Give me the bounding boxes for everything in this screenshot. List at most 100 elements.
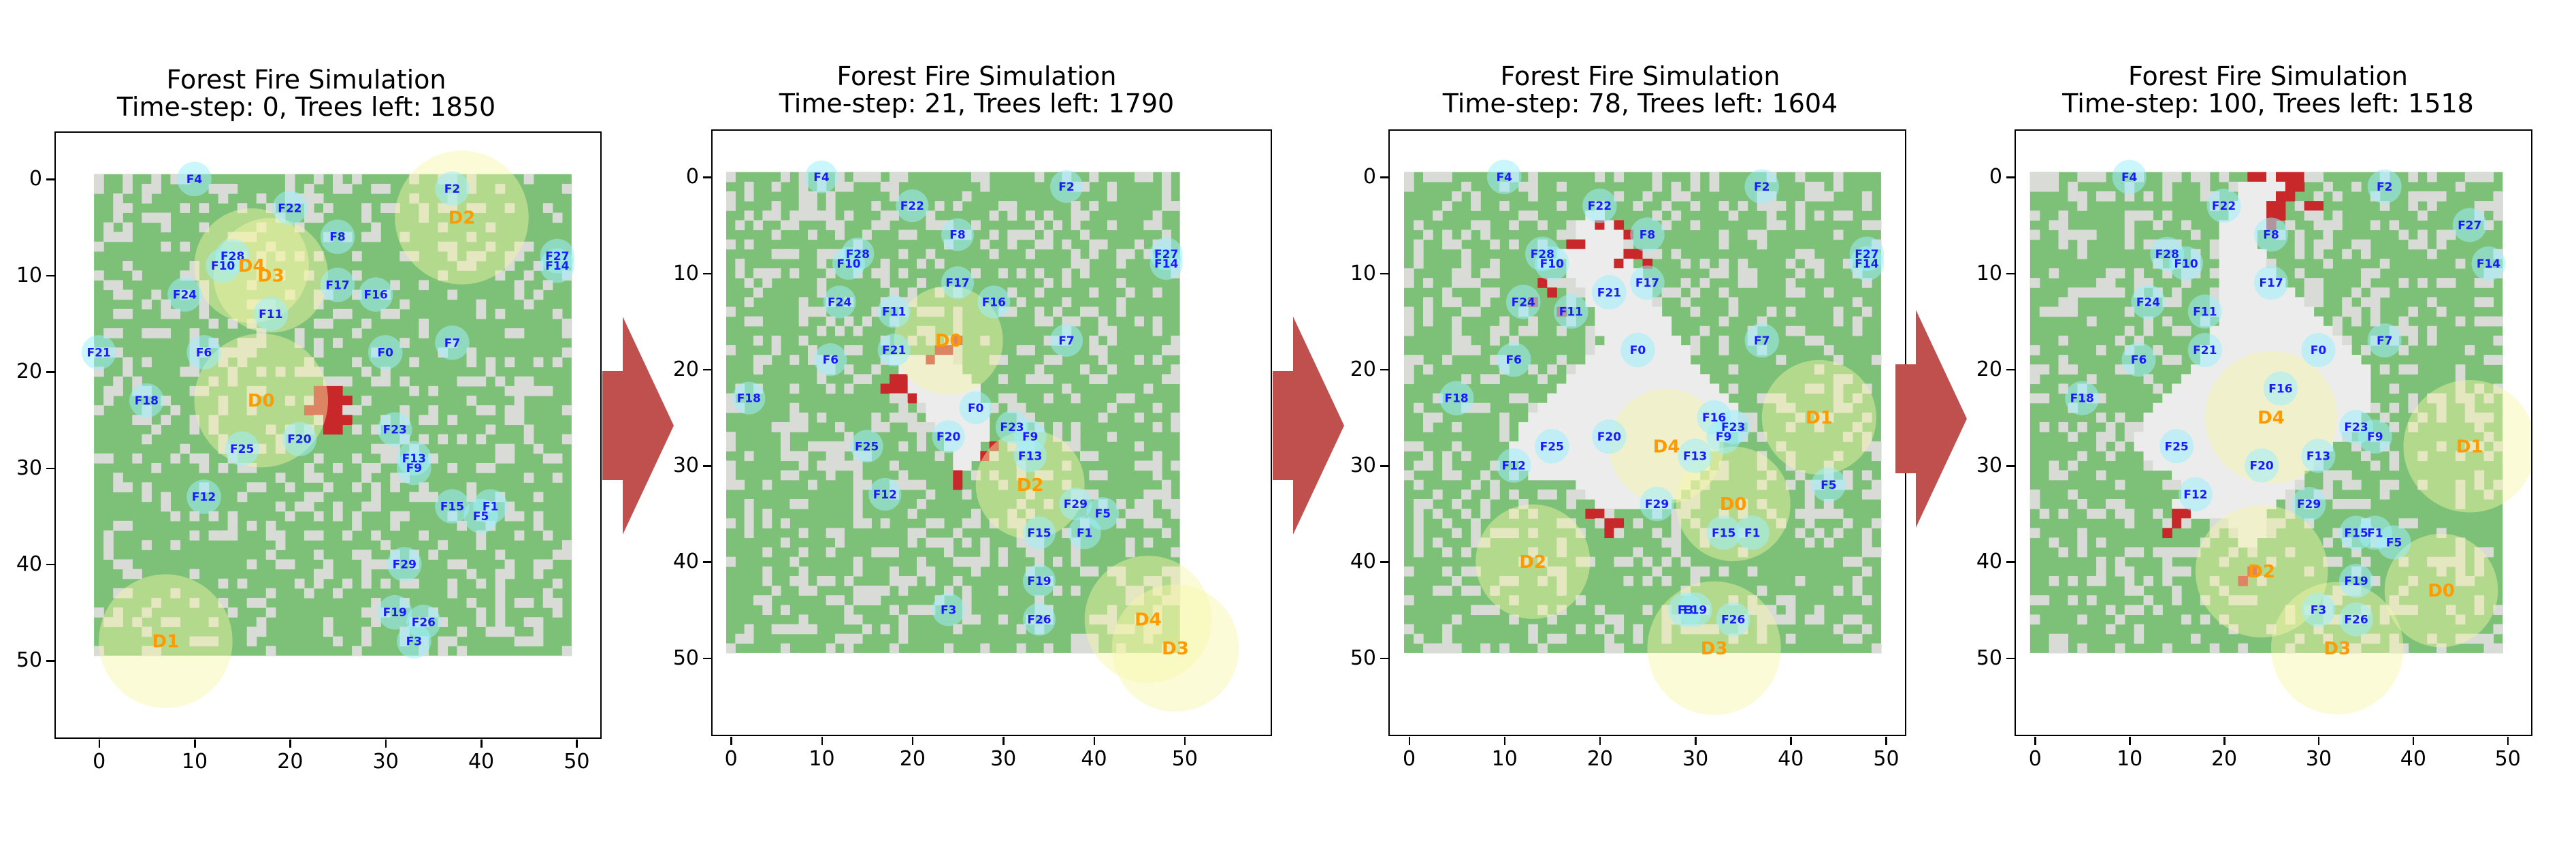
empty-cell [726, 306, 736, 317]
empty-cell [762, 595, 772, 605]
empty-cell [123, 366, 133, 377]
empty-cell [817, 258, 827, 269]
burnt-cell [2153, 412, 2163, 423]
burnt-cell [2219, 258, 2230, 269]
empty-cell [1861, 441, 1872, 451]
empty-cell [817, 460, 827, 471]
empty-cell [2087, 509, 2097, 519]
empty-cell [523, 385, 534, 396]
empty-cell [2464, 393, 2475, 404]
empty-cell [304, 366, 314, 377]
burnt-cell [2219, 489, 2230, 500]
empty-cell [1414, 479, 1424, 490]
y-tick-label: 20 [1976, 357, 2002, 381]
burnt-cell [2304, 364, 2315, 375]
firefighter-halo [1535, 246, 1569, 281]
empty-cell [2219, 518, 2230, 528]
burnt-cell [1633, 479, 1644, 490]
firefighter-label: F5 [1821, 479, 1836, 492]
burnt-cell [2190, 364, 2201, 375]
empty-cell [2408, 422, 2418, 432]
burnt-cell [2247, 528, 2257, 539]
burnt-cell [2238, 489, 2248, 500]
empty-cell [2370, 220, 2381, 231]
empty-cell [744, 451, 754, 462]
empty-cell [218, 578, 229, 589]
empty-cell [2464, 441, 2475, 451]
burnt-cell [2342, 374, 2352, 385]
empty-cell [771, 345, 781, 355]
fire-cell [2285, 191, 2296, 202]
firefighter-label: F3 [2311, 603, 2326, 617]
x-tick-label: 20 [1586, 747, 1613, 771]
burnt-cell [1671, 383, 1682, 394]
plot-area: F4 F2 F22 F27 F14 F8 F28 F10 F17 F16 F24 F11 F7 F6 F21… [711, 129, 1272, 736]
empty-cell [1461, 547, 1471, 558]
drone-label: D3 [2324, 639, 2351, 659]
firefighter-halo [2245, 448, 2279, 483]
empty-cell [2389, 402, 2400, 413]
burnt-cell [1585, 258, 1595, 269]
burnt-cell [962, 383, 972, 394]
burnt-cell [2360, 364, 2371, 375]
firefighter-label: F12 [873, 488, 897, 502]
empty-cell [2124, 432, 2135, 442]
firefighter-label: F16 [1702, 411, 1726, 425]
empty-cell [853, 460, 863, 471]
x-tick-label: 50 [1873, 747, 1900, 771]
empty-cell [971, 509, 981, 519]
firefighter-label: F26 [1721, 614, 1745, 627]
burnt-cell [2351, 364, 2362, 375]
firefighter-label: F24 [2136, 296, 2160, 309]
empty-cell [476, 540, 487, 550]
firefighter-halo [1592, 275, 1627, 310]
burnt-cell [2228, 451, 2239, 462]
empty-cell [1528, 528, 1538, 539]
burnt-cell [2181, 470, 2191, 481]
y-tick-mark [703, 272, 711, 275]
burnt-cell [1604, 374, 1615, 385]
burnt-cell [2257, 393, 2267, 404]
empty-cell [808, 210, 817, 221]
burnt-cell [2304, 306, 2315, 317]
empty-cell [1135, 614, 1144, 625]
empty-cell [1089, 470, 1099, 481]
empty-cell [1852, 422, 1863, 432]
empty-cell [1833, 181, 1844, 192]
empty-cell [1423, 498, 1433, 509]
empty-cell [199, 203, 210, 213]
empty-cell [457, 646, 468, 656]
burnt-cell [2294, 297, 2305, 308]
empty-cell [1528, 181, 1538, 192]
empty-cell [447, 636, 458, 647]
burnt-cell [962, 460, 972, 471]
burnt-cell [2134, 432, 2145, 442]
empty-cell [313, 193, 324, 204]
empty-cell [2124, 422, 2135, 432]
empty-cell [934, 287, 945, 298]
burnt-cell [1623, 316, 1634, 327]
empty-cell [1671, 210, 1682, 221]
burnt-cell [2238, 316, 2248, 327]
empty-cell [1518, 393, 1529, 404]
empty-cell [284, 289, 295, 300]
empty-cell [871, 586, 881, 596]
firefighter-halo [805, 160, 838, 193]
empty-cell [1823, 537, 1834, 548]
burnt-cell [2143, 422, 2154, 432]
burnt-cell [1680, 383, 1691, 394]
empty-cell [1861, 547, 1872, 558]
burnt-cell [2228, 383, 2239, 394]
empty-cell [1404, 364, 1414, 375]
empty-cell [2266, 556, 2277, 567]
x-tick-mark [385, 740, 387, 748]
burnt-cell [1604, 325, 1615, 336]
empty-cell [495, 453, 506, 464]
burnt-cell [1633, 402, 1644, 413]
burnt-cell [2181, 393, 2191, 404]
empty-cell [2398, 605, 2409, 616]
empty-cell [880, 422, 890, 432]
burnt-cell [1671, 364, 1682, 375]
empty-cell [2304, 172, 2315, 182]
